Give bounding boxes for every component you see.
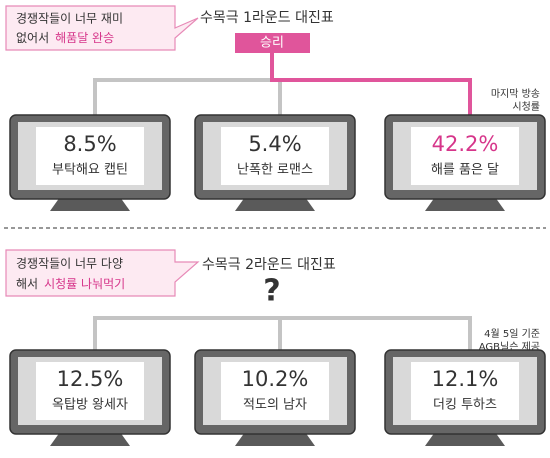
title: 수목극 1라운드 대진표	[200, 10, 334, 26]
tv-panel	[221, 362, 329, 420]
tv: 5.4% 난폭한 로맨스	[194, 114, 356, 211]
show-name: 해를 품은 달	[431, 163, 499, 178]
show-name: 부탁해요 캡틴	[52, 163, 128, 178]
callout: 경쟁작들이 너무 재미 없어서 해품달 완승	[5, 5, 199, 51]
show-name: 더킹 투하츠	[433, 398, 497, 413]
show-name: 적도의 남자	[243, 398, 307, 413]
winner-box	[235, 33, 310, 53]
bracket-lines	[93, 316, 472, 350]
tv-panel	[411, 362, 519, 420]
callout-text: 해서 시청률 나눠먹기	[16, 277, 125, 291]
rating: 8.5%	[63, 132, 116, 156]
show-name: 옥탑방 왕세자	[52, 398, 128, 413]
tv-stand	[425, 432, 505, 446]
rating: 12.5%	[57, 367, 124, 391]
rating: 12.1%	[432, 367, 499, 391]
tv-stand	[235, 197, 315, 211]
note: 4월 5일 기준	[484, 328, 540, 340]
title: 수목극 2라운드 대진표	[202, 257, 336, 273]
question-mark: ?	[263, 274, 280, 309]
rating: 5.4%	[248, 132, 301, 156]
tv-panel	[36, 127, 144, 185]
bracket-lines	[93, 52, 472, 115]
tv-panel	[36, 362, 144, 420]
callout-text: 경쟁작들이 너무 재미	[16, 12, 123, 26]
callout-text: 없어서 해품달 완승	[16, 31, 114, 45]
callout-text: 없어서	[16, 31, 49, 45]
rating: 10.2%	[242, 367, 309, 391]
tv-stand	[50, 432, 130, 446]
winner-label: 승리	[260, 36, 284, 51]
tv-stand	[50, 197, 130, 211]
tv: 12.5% 옥탑방 왕세자	[9, 349, 171, 446]
show-name: 난폭한 로맨스	[237, 163, 313, 178]
tv-stand	[425, 197, 505, 211]
tv: 10.2% 적도의 남자	[194, 349, 356, 446]
callout-text: 해서	[16, 277, 38, 291]
tv: 42.2% 해를 품은 달	[384, 114, 546, 211]
note: 마지막 방송	[491, 88, 540, 100]
callout-highlight: 해품달 완승	[55, 31, 114, 45]
tv-panel	[411, 127, 519, 185]
tv-stand	[235, 432, 315, 446]
callout-text: 경쟁작들이 너무 다양	[16, 257, 123, 271]
callout: 경쟁작들이 너무 다양 해서 시청률 나눠먹기	[5, 249, 200, 297]
tv-panel	[221, 127, 329, 185]
note: 시청률	[512, 101, 540, 113]
tv: 8.5% 부탁해요 캡틴	[9, 114, 171, 211]
rating: 42.2%	[432, 132, 499, 156]
callout-highlight: 시청률 나눠먹기	[44, 277, 125, 291]
tv: 12.1% 더킹 투하츠	[384, 349, 546, 446]
